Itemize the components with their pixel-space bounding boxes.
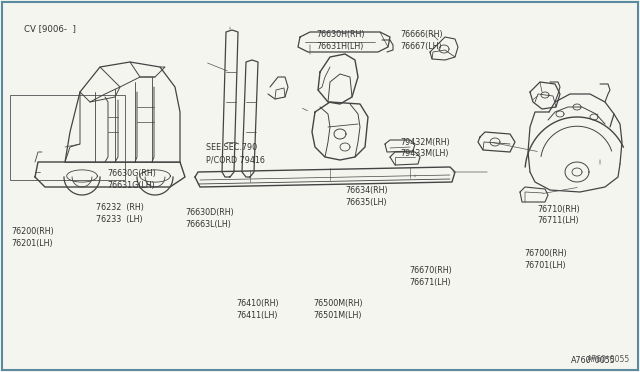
Text: 76410(RH)
76411(LH): 76410(RH) 76411(LH) (237, 299, 280, 320)
Text: SEE SEC.790
P/CORD 79416: SEE SEC.790 P/CORD 79416 (206, 143, 265, 164)
Text: 76700(RH)
76701(LH): 76700(RH) 76701(LH) (525, 249, 568, 270)
Text: 76630H(RH)
76631H(LH): 76630H(RH) 76631H(LH) (317, 30, 365, 51)
Text: CV [9006-  ]: CV [9006- ] (24, 24, 76, 33)
Text: 76200(RH)
76201(LH): 76200(RH) 76201(LH) (12, 227, 54, 248)
Text: 79432M(RH)
79433M(LH): 79432M(RH) 79433M(LH) (400, 138, 450, 158)
Text: 76670(RH)
76671(LH): 76670(RH) 76671(LH) (410, 266, 452, 287)
Text: 76630D(RH)
76663L(LH): 76630D(RH) 76663L(LH) (186, 208, 234, 229)
Text: 76232  (RH)
76233  (LH): 76232 (RH) 76233 (LH) (96, 203, 144, 224)
Text: A760*0055: A760*0055 (571, 356, 616, 365)
Text: 76710(RH)
76711(LH): 76710(RH) 76711(LH) (538, 205, 580, 225)
Text: 76500M(RH)
76501M(LH): 76500M(RH) 76501M(LH) (314, 299, 364, 320)
Bar (10, 95, 125, 180)
Text: A760*0055: A760*0055 (587, 355, 630, 364)
Text: 76666(RH)
76667(LH): 76666(RH) 76667(LH) (400, 30, 443, 51)
Text: 76630G(RH)
76631G(LH): 76630G(RH) 76631G(LH) (108, 169, 156, 190)
Text: 76634(RH)
76635(LH): 76634(RH) 76635(LH) (346, 186, 388, 207)
